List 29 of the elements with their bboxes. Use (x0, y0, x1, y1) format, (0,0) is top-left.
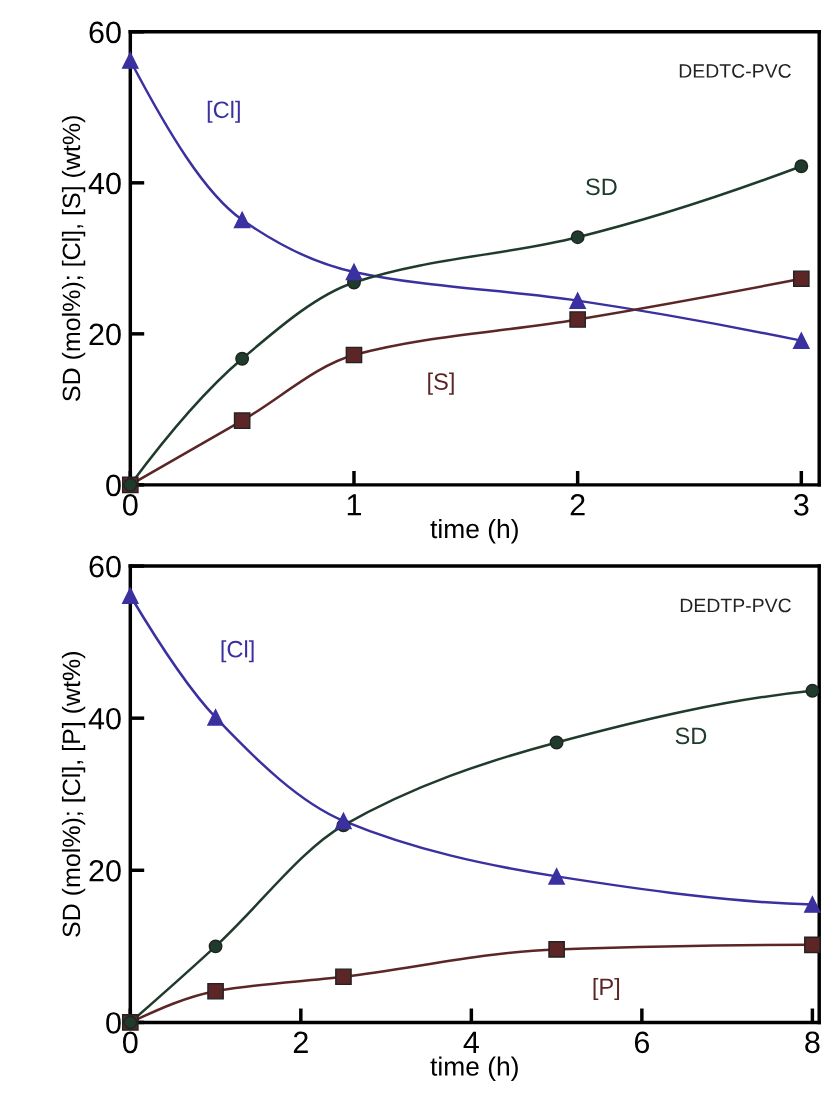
series-label: [Cl] (221, 640, 254, 663)
y-tick-label: 20 (89, 323, 121, 346)
series-label: [Cl] (207, 100, 240, 123)
y-tick-label: 60 (89, 555, 121, 578)
y-tick-label: 20 (89, 860, 121, 882)
y-tick-label: 0 (106, 1012, 121, 1034)
y-axis-title: SD (mol%); [Cl], [P] (wt%) (61, 652, 86, 937)
annotation: DEDTC-PVC (679, 64, 791, 78)
series-label: [S] (428, 372, 454, 395)
series-label: [P] (593, 977, 620, 1000)
x-axis-title: time (h) (430, 518, 518, 544)
x-axis-title: time (h) (430, 1056, 518, 1082)
x-tick-label: 2 (570, 494, 585, 516)
x-tick-label: 1 (347, 494, 361, 516)
y-tick-label: 40 (88, 172, 121, 195)
series-label: SD (586, 178, 617, 196)
annotation: DEDTP-PVC (680, 598, 791, 613)
x-tick-label: 0 (123, 1031, 138, 1054)
x-tick-label: 2 (293, 1031, 308, 1053)
series-label: SD (675, 727, 707, 745)
x-tick-label: 4 (463, 1031, 479, 1053)
y-tick-label: 40 (88, 707, 121, 730)
y-axis-title: SD (mol%); [Cl], [S] (wt%) (61, 116, 86, 401)
x-tick-label: 8 (805, 1031, 820, 1054)
x-tick-label: 3 (793, 494, 809, 516)
y-tick-label: 0 (106, 474, 121, 497)
x-tick-label: 0 (123, 494, 138, 516)
y-tick-label: 60 (89, 21, 121, 44)
x-tick-label: 6 (634, 1031, 650, 1054)
